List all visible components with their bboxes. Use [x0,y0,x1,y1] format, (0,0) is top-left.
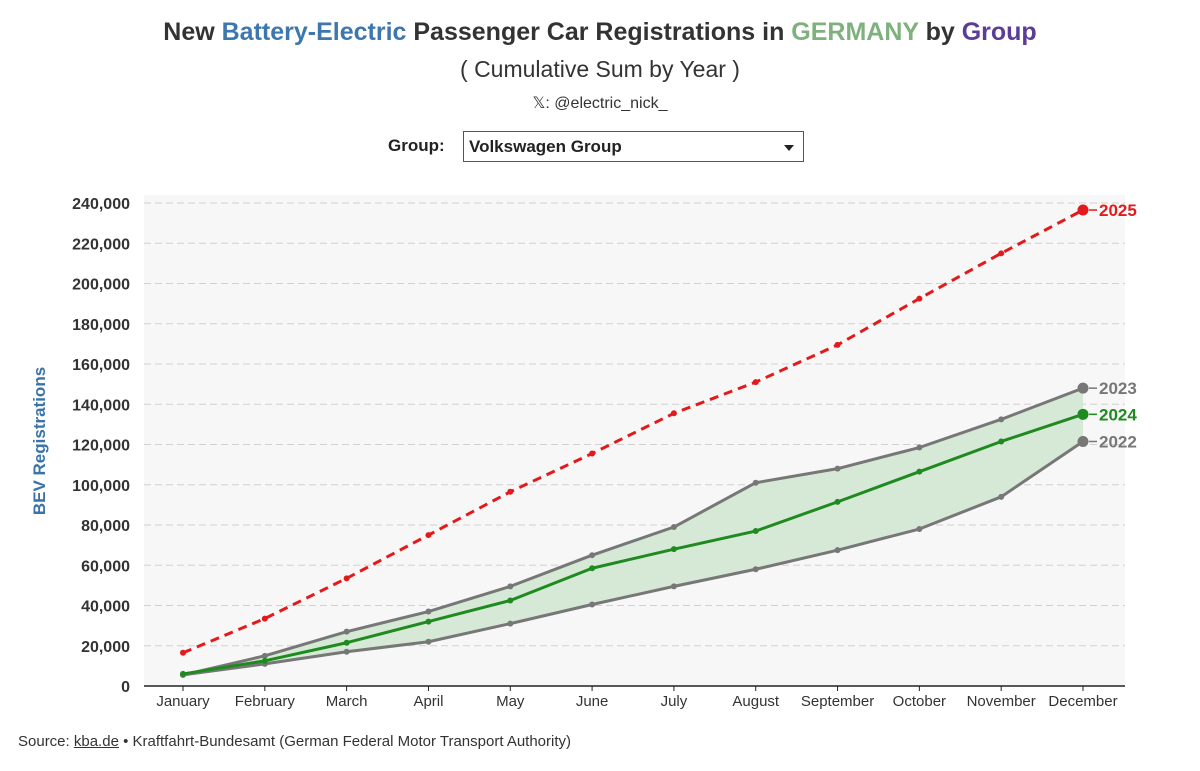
chart-title: New Battery-Electric Passenger Car Regis… [0,18,1200,47]
data-point-2022 [752,566,759,573]
shaded-band-2022-2023 [183,388,1083,675]
y-tick-label: 100,000 [72,478,130,495]
data-point-2023 [752,479,759,486]
data-point-2024 [752,528,759,535]
data-point-2025 [752,379,759,386]
series-end-label-2025: 2025 [1099,201,1137,220]
data-point-2022 [425,638,432,645]
source-link[interactable]: kba.de [73,733,119,750]
series-end-label-2022: 2022 [1099,432,1137,451]
group-dropdown-value: Volkswagen Group [469,137,622,156]
title-part-germany: GERMANY [791,18,919,46]
data-point-2024 [1077,408,1089,420]
title-part: Passenger Car Registrations in [406,18,792,46]
data-point-2022 [998,493,1005,500]
data-point-2024 [261,657,268,664]
y-tick-label: 180,000 [72,317,130,334]
series-line-2022 [182,440,1084,677]
author-handle: 𝕏: @electric_nick_ [532,95,668,112]
x-tick-label: July [661,693,688,710]
data-point-2023 [916,444,923,451]
data-point-2024 [998,438,1005,445]
x-tick-label: January [156,693,210,710]
data-point-2022 [670,583,677,590]
data-point-2022 [589,601,596,608]
title-part-battery-electric: Battery-Electric [221,18,407,46]
data-point-2023 [425,608,432,615]
data-point-2024 [589,565,596,572]
y-tick-label: 120,000 [72,438,130,455]
y-tick-label: 160,000 [72,357,130,374]
data-point-2025 [916,295,923,302]
data-point-2024 [670,546,677,553]
y-tick-label: 220,000 [72,236,130,253]
source-note: Source: kba.de • Kraftfahrt-Bundesamt (G… [18,733,571,750]
source-prefix: Source: [18,733,74,750]
y-tick-label: 0 [121,679,130,696]
data-point-2025 [425,532,432,539]
data-point-2024 [425,618,432,625]
data-point-2023 [507,583,514,590]
data-point-2022 [1077,435,1089,447]
data-point-2022 [343,648,350,655]
y-tick-label: 20,000 [81,639,130,656]
y-tick-label: 140,000 [72,397,130,414]
data-point-2024 [834,498,841,505]
data-point-2024 [180,670,186,677]
series-line-2023 [182,386,1084,677]
group-label: Group: [388,136,445,155]
data-point-2023 [343,628,350,635]
y-axis-label: BEV Registrations [30,366,49,516]
title-part: New [163,18,222,46]
x-tick-label: September [801,693,874,710]
group-dropdown[interactable]: Volkswagen Group [463,131,804,162]
title-part: by [918,18,962,46]
data-point-2025 [1077,204,1089,216]
data-point-2024 [916,468,923,475]
x-tick-label: August [732,693,780,710]
x-tick-label: November [967,693,1036,710]
y-tick-label: 40,000 [81,599,130,616]
data-point-2022 [834,547,841,554]
data-point-2023 [670,524,677,531]
series-line-2024 [182,412,1084,676]
title-part-group: Group [961,18,1037,46]
series-end-label-2023: 2023 [1099,379,1137,398]
x-tick-label: February [235,693,296,710]
chevron-down-icon[interactable] [784,145,794,151]
data-point-2025 [589,450,596,457]
data-point-2025 [343,575,350,582]
data-point-2025 [261,615,268,622]
x-tick-label: May [496,693,525,710]
data-point-2024 [507,597,514,604]
data-point-2023 [1077,382,1089,394]
data-point-2025 [998,250,1005,257]
y-tick-label: 200,000 [72,277,130,294]
data-point-2023 [998,416,1005,423]
data-point-2024 [343,639,350,646]
data-point-2023 [589,552,596,559]
y-tick-label: 240,000 [72,196,130,213]
data-point-2025 [670,410,677,417]
data-point-2025 [180,649,186,656]
data-point-2022 [507,620,514,627]
x-tick-label: March [326,693,368,710]
x-tick-label: June [576,693,609,710]
y-tick-label: 80,000 [81,518,130,535]
source-description: • Kraftfahrt-Bundesamt (German Federal M… [118,733,572,750]
x-tick-label: October [893,693,946,710]
data-point-2023 [834,465,841,472]
chart-subtitle: ( Cumulative Sum by Year ) [460,56,740,82]
series-line-2025 [182,208,1084,655]
data-point-2025 [507,488,514,495]
x-tick-label: December [1048,693,1117,710]
data-point-2025 [834,341,841,348]
data-point-2023 [261,652,268,659]
x-tick-label: April [413,693,443,710]
series-end-label-2024: 2024 [1099,405,1137,424]
data-point-2022 [916,526,923,533]
y-tick-label: 60,000 [81,558,130,575]
